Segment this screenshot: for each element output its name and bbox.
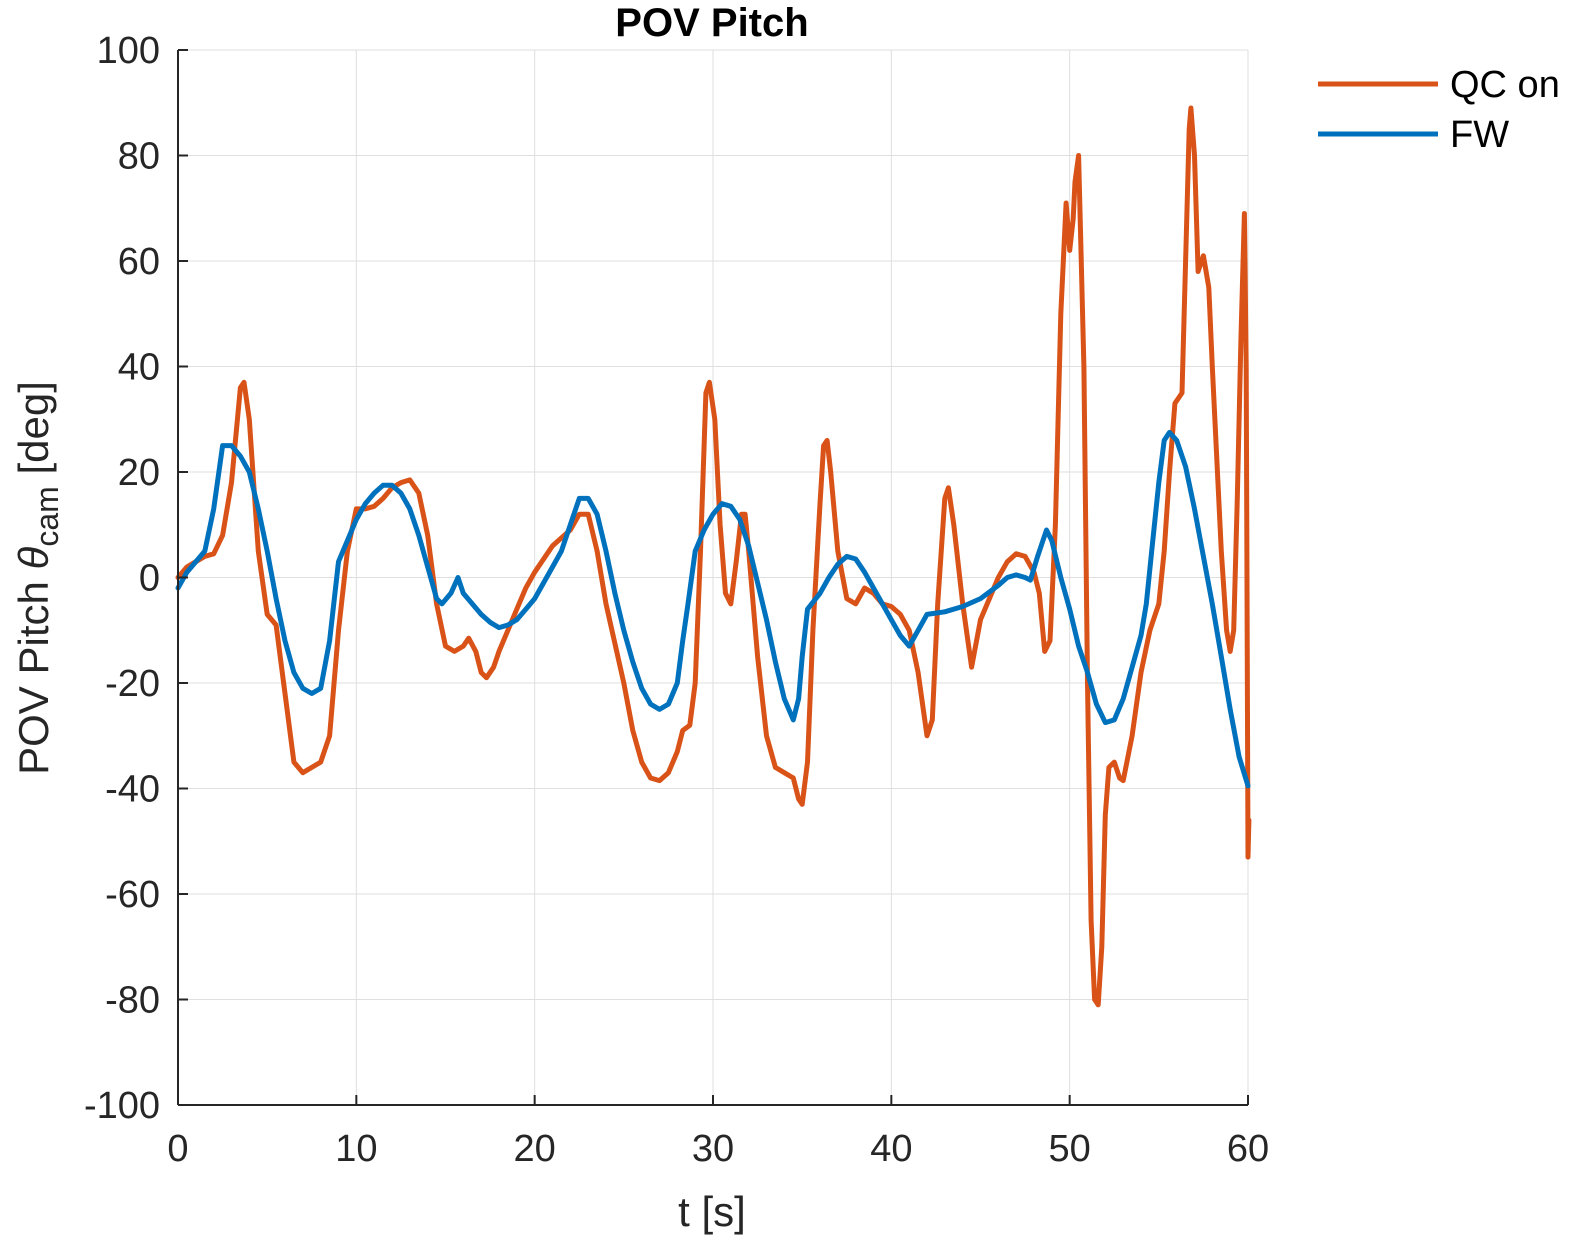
y-tick-label: 40 — [118, 347, 160, 389]
x-tick-label: 50 — [1049, 1128, 1091, 1170]
y-axis-label-main: POV Pitch — [10, 569, 57, 774]
y-axis-label-unit: [deg] — [10, 381, 57, 486]
y-tick-label: -100 — [84, 1085, 160, 1127]
x-tick-label: 20 — [514, 1128, 556, 1170]
y-tick-label: -20 — [105, 663, 160, 705]
y-axis-label: POV Pitch θcam [deg] — [10, 381, 65, 775]
y-tick-label: 0 — [139, 558, 160, 600]
legend-label-qc-on: QC on — [1450, 64, 1560, 106]
chart-title: POV Pitch — [615, 1, 808, 45]
series-line-fw — [175, 429, 1251, 789]
x-axis-label: t [s] — [678, 1188, 746, 1235]
y-tick-label: 100 — [97, 30, 160, 72]
legend-label-fw: FW — [1450, 114, 1509, 156]
y-tick-label: -80 — [105, 980, 160, 1022]
x-tick-label: 40 — [870, 1128, 912, 1170]
y-tick-label: 80 — [118, 136, 160, 178]
x-tick-label: 10 — [335, 1128, 377, 1170]
y-tick-label: -60 — [105, 874, 160, 916]
series-line-qc-on — [175, 105, 1252, 1008]
series-layer — [175, 105, 1252, 1008]
y-axis-label-subscript: cam — [29, 486, 65, 546]
tick-layer: 0 10 20 30 40 50 60 -100 -80 -60 -40 -20 0 20 40 60 80 10… — [84, 30, 1269, 1170]
legend: QC on FW — [1318, 64, 1560, 156]
y-tick-label: 60 — [118, 241, 160, 283]
x-tick-label: 0 — [167, 1128, 188, 1170]
y-tick-label: -40 — [105, 769, 160, 811]
x-tick-label: 60 — [1227, 1128, 1269, 1170]
y-axis-label-symbol: θ — [10, 546, 57, 569]
x-tick-label: 30 — [692, 1128, 734, 1170]
y-tick-label: 20 — [118, 452, 160, 494]
